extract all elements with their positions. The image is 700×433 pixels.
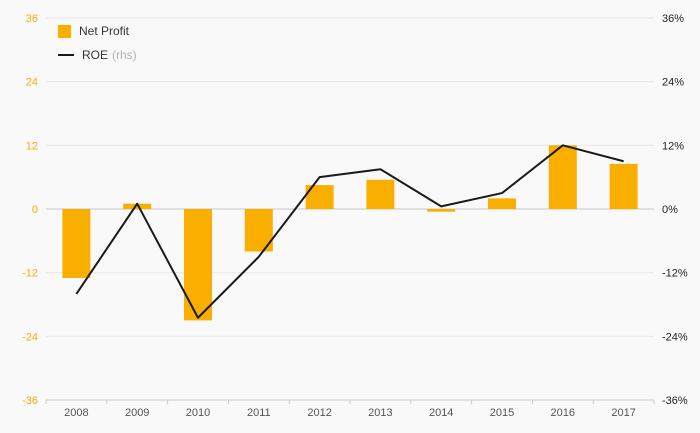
x-axis-label: 2009	[125, 407, 149, 419]
x-axis-label: 2014	[429, 407, 453, 419]
x-axis-label: 2016	[551, 407, 575, 419]
bar-2013	[366, 179, 395, 209]
bar-2015	[488, 198, 516, 209]
bar-2017	[609, 163, 638, 209]
right-axis-tick: 12%	[662, 140, 684, 152]
x-axis-label: 2011	[247, 407, 271, 419]
bar-2014	[427, 209, 456, 212]
x-axis-label: 2008	[64, 407, 88, 419]
right-axis-tick: 0%	[662, 204, 678, 216]
left-axis-tick: -24	[22, 331, 38, 343]
right-axis-tick: 36%	[662, 13, 684, 25]
chart-legend: Net Profit ROE (rhs)	[58, 24, 137, 62]
left-axis-tick: -12	[22, 268, 38, 280]
legend-label-roe-note: (rhs)	[112, 48, 137, 62]
x-axis-label: 2015	[490, 407, 514, 419]
roe-line	[75, 144, 624, 319]
net-profit-swatch	[58, 24, 71, 38]
bar-2009	[123, 203, 152, 209]
left-axis-tick: -36	[22, 395, 38, 407]
right-axis-tick: -24%	[662, 331, 688, 343]
legend-item-net-profit: Net Profit	[58, 24, 137, 38]
bar-2016	[548, 145, 577, 209]
bar-2010	[184, 209, 212, 321]
legend-label-net-profit: Net Profit	[79, 24, 130, 38]
bar-2008	[62, 209, 91, 278]
right-axis-tick: -12%	[662, 268, 688, 280]
roe-line-swatch	[58, 54, 74, 56]
right-axis-tick: -36%	[662, 395, 688, 407]
legend-label-roe: ROE (rhs)	[82, 48, 137, 62]
left-axis-tick: 12	[26, 140, 38, 152]
left-axis-tick: 0	[32, 204, 38, 216]
right-axis-tick: 24%	[662, 77, 684, 89]
left-axis-tick: 24	[26, 77, 38, 89]
x-axis-label: 2012	[307, 407, 331, 419]
x-axis-label: 2013	[368, 407, 392, 419]
x-axis-label: 2017	[611, 407, 635, 419]
legend-item-roe: ROE (rhs)	[58, 48, 137, 62]
x-axis-label: 2010	[186, 407, 210, 419]
bar-2012	[305, 185, 334, 209]
left-axis-tick: 36	[26, 13, 38, 25]
